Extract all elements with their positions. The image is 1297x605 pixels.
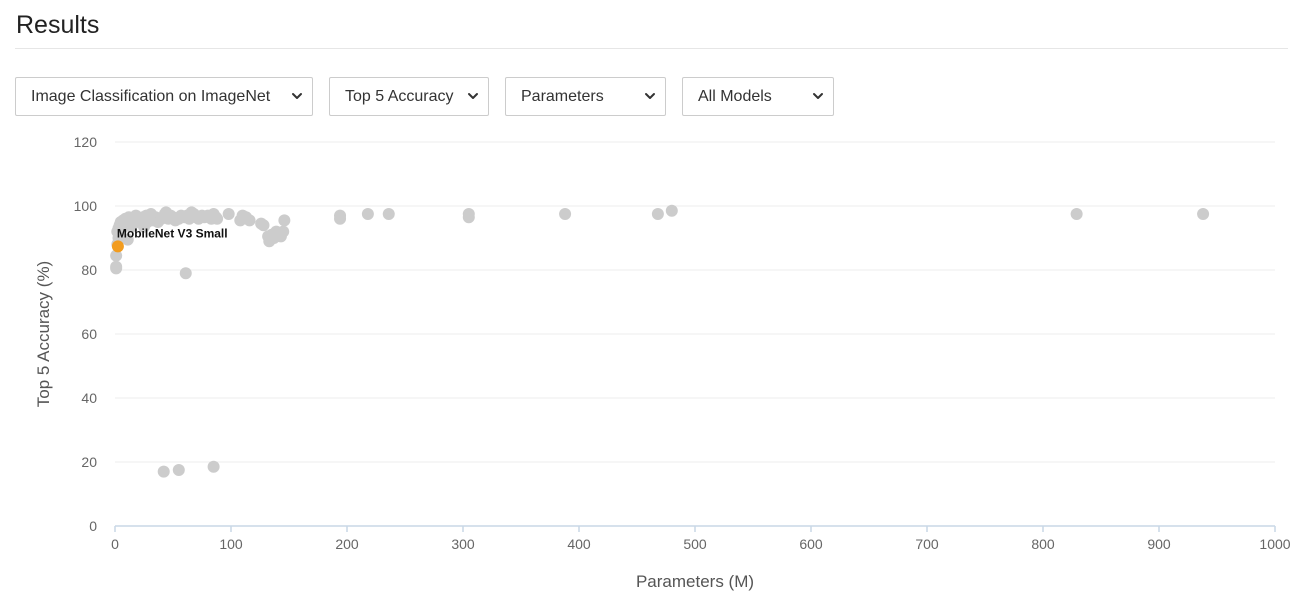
data-point[interactable] (121, 233, 134, 246)
y-tick-label: 100 (74, 198, 98, 214)
x-tick-label: 600 (799, 536, 823, 552)
data-point[interactable] (257, 219, 270, 232)
highlight-label: MobileNet V3 Small (117, 226, 228, 240)
chevron-down-icon (292, 93, 302, 99)
metric-select-value: Top 5 Accuracy (345, 88, 454, 105)
model-filter-select-value: All Models (698, 88, 772, 105)
y-tick-label: 0 (89, 518, 97, 534)
data-point[interactable] (211, 212, 224, 225)
x-tick-label: 100 (219, 536, 243, 552)
metric-select[interactable]: Top 5 Accuracy (329, 77, 489, 116)
x-tick-label: 900 (1147, 536, 1171, 552)
data-point[interactable] (382, 208, 395, 220)
data-point[interactable] (1070, 208, 1083, 220)
data-point[interactable] (157, 465, 170, 478)
data-point[interactable] (559, 208, 572, 220)
x-axis-select-value: Parameters (521, 88, 604, 105)
x-tick-label: 500 (683, 536, 707, 552)
y-tick-label: 80 (81, 262, 97, 278)
axes: 0 20 40 60 80 100 120 0 100 200 300 400 500 600 700 800… (74, 134, 1291, 552)
x-tick-label: 0 (111, 536, 119, 552)
data-point[interactable] (172, 464, 185, 476)
model-filter-select[interactable]: All Models (682, 77, 834, 116)
data-point[interactable] (179, 267, 192, 280)
data-point[interactable] (334, 212, 347, 225)
highlight-point[interactable] (111, 240, 124, 253)
data-point[interactable] (243, 214, 256, 227)
data-point[interactable] (110, 262, 123, 275)
chevron-down-icon (645, 93, 655, 99)
results-header: Results (15, 0, 1288, 49)
x-tick-label: 400 (567, 536, 591, 552)
x-tick-label: 300 (451, 536, 475, 552)
y-tick-label: 60 (81, 326, 97, 342)
data-point[interactable] (462, 211, 475, 224)
x-tick-label: 700 (915, 536, 939, 552)
x-tick-label: 200 (335, 536, 359, 552)
data-points[interactable] (110, 204, 1210, 478)
data-point[interactable] (665, 204, 678, 217)
x-axis-title: Parameters (M) (636, 572, 754, 591)
data-point[interactable] (278, 214, 291, 227)
highlighted-point-group[interactable]: MobileNet V3 Small (111, 226, 228, 253)
data-point[interactable] (110, 249, 123, 262)
chevron-down-icon (813, 93, 823, 99)
data-point[interactable] (222, 208, 235, 220)
x-tick-label: 800 (1031, 536, 1055, 552)
x-tick-label: 1000 (1259, 536, 1290, 552)
gridlines (115, 141, 1275, 463)
data-point[interactable] (651, 208, 664, 220)
y-tick-label: 40 (81, 390, 97, 406)
chevron-down-icon (468, 93, 478, 99)
y-tick-label: 120 (74, 134, 98, 150)
y-tick-label: 20 (81, 454, 97, 470)
task-select-value: Image Classification on ImageNet (31, 88, 271, 105)
task-select[interactable]: Image Classification on ImageNet (15, 77, 313, 116)
data-point[interactable] (361, 208, 374, 220)
data-point[interactable] (1197, 208, 1210, 220)
x-axis-select[interactable]: Parameters (505, 77, 666, 116)
y-axis-title: Top 5 Accuracy (%) (34, 261, 53, 407)
data-point[interactable] (207, 460, 220, 473)
data-point[interactable] (277, 225, 290, 238)
page-title: Results (16, 11, 100, 39)
